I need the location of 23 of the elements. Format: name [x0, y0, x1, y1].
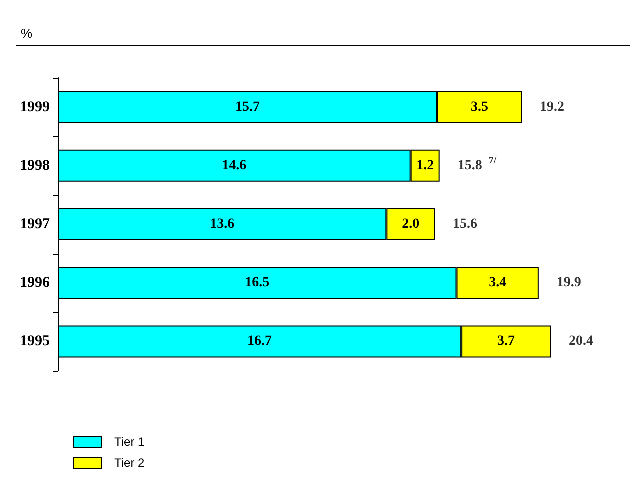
- data-label: 3.4: [489, 276, 507, 291]
- data-label: 15.7: [235, 100, 260, 115]
- total-label: 20.4: [569, 334, 594, 350]
- total-label: 19.2: [540, 100, 564, 115]
- data-label: 3.5: [470, 100, 488, 115]
- legend-label: Tier 2: [114, 456, 146, 470]
- y-tick-label: 1996: [20, 275, 50, 292]
- data-label: 2.0: [402, 217, 420, 232]
- data-label: 3.7: [498, 334, 516, 350]
- y-tick-label: 1998: [20, 158, 50, 174]
- data-label: 13.6: [210, 217, 235, 232]
- y-tick-label: 1995: [20, 334, 50, 350]
- legend-label: Tier 1: [114, 435, 146, 449]
- y-tick-label: 1999: [20, 99, 50, 116]
- total-label: 15.6: [453, 217, 478, 232]
- total-label: 15.8 7/: [458, 155, 497, 174]
- chart-title: %: [21, 26, 33, 41]
- data-label: 16.5: [245, 276, 270, 291]
- data-label: 1.2: [416, 158, 434, 174]
- total-label: 19.9: [556, 276, 582, 291]
- data-label: 16.7: [248, 334, 272, 350]
- y-tick-label: 1997: [20, 216, 50, 232]
- data-label: 14.6: [222, 158, 247, 174]
